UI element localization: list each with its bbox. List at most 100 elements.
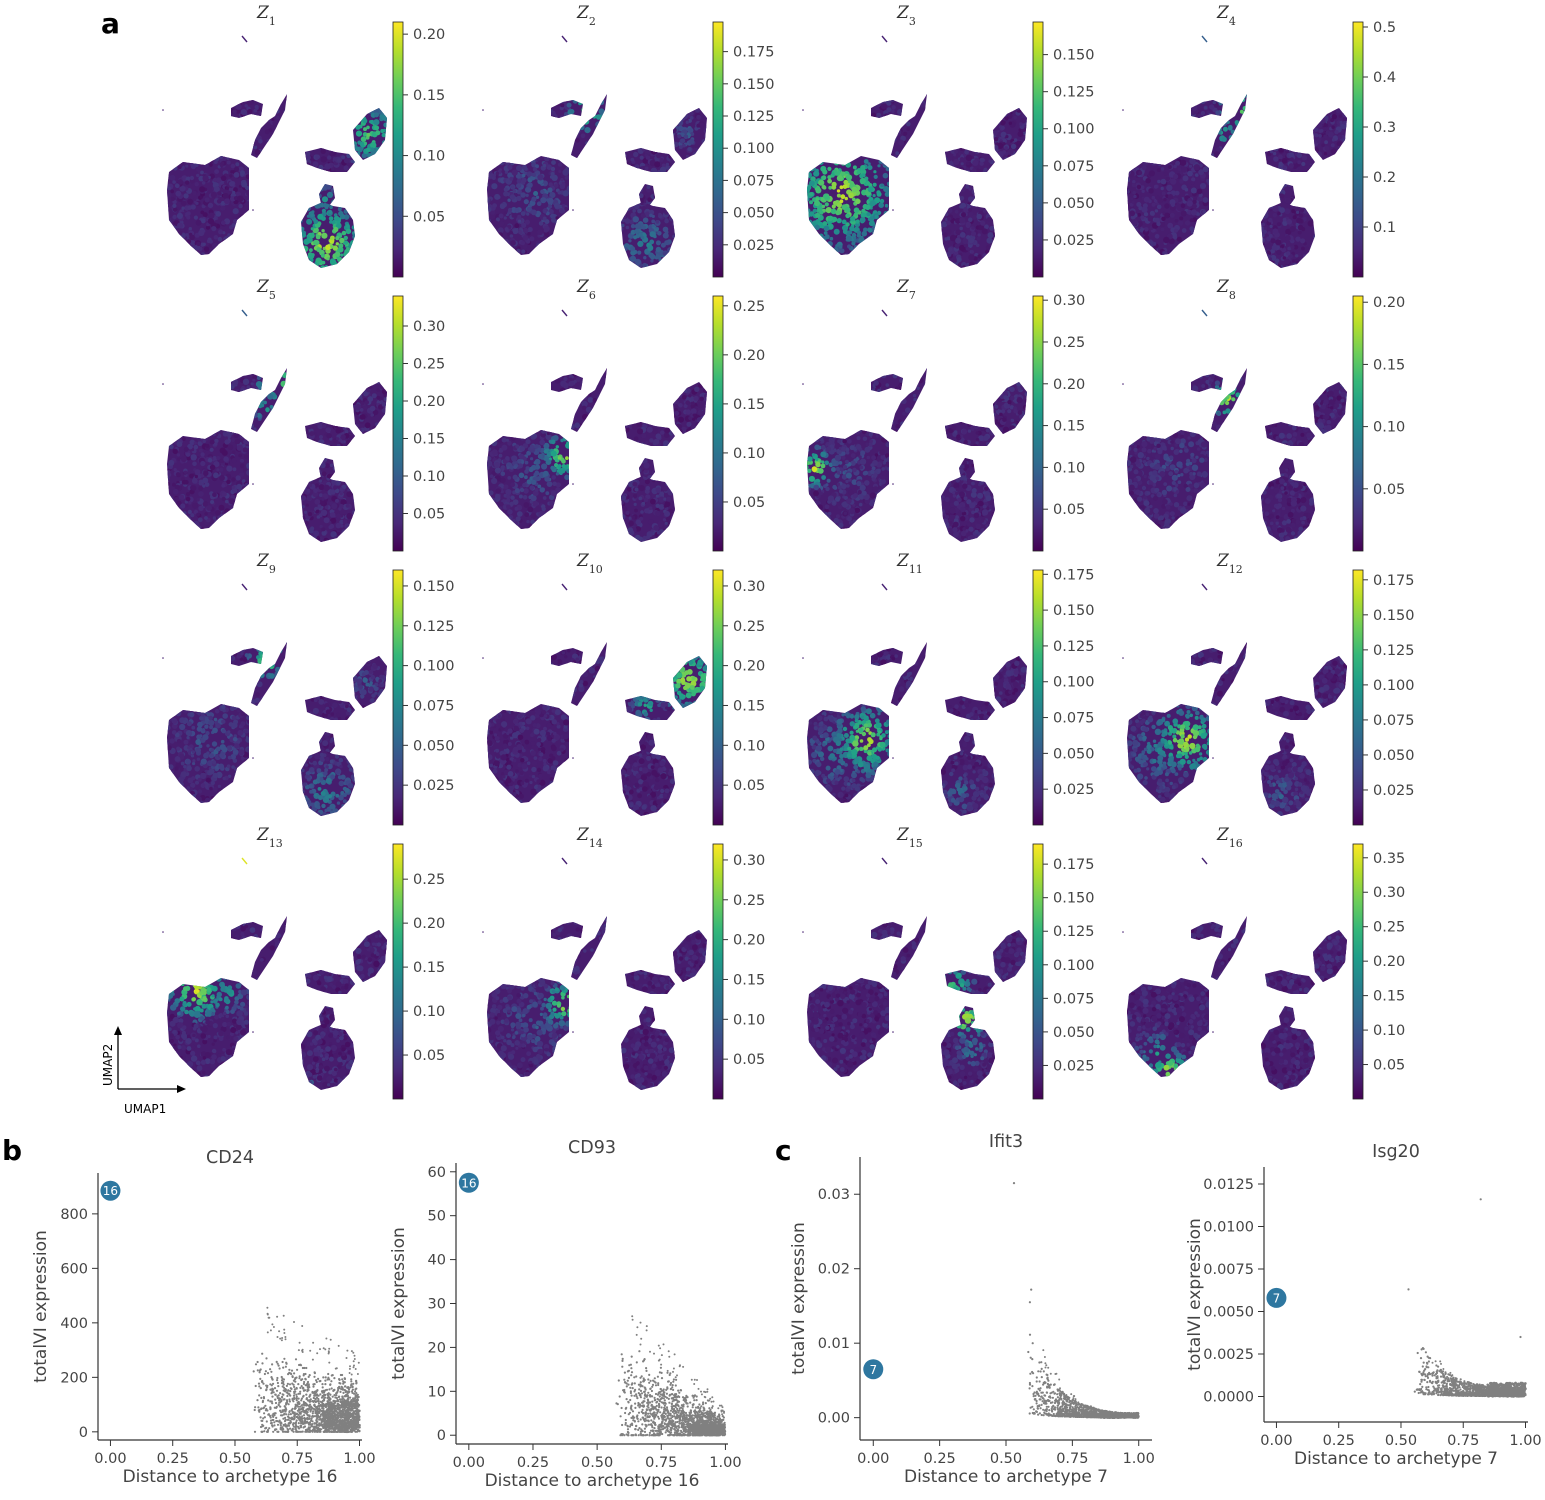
umap-cell-point <box>1289 226 1296 232</box>
umap-cell-point <box>347 169 353 172</box>
umap-cell-point <box>1270 165 1275 171</box>
umap-cell-point <box>673 267 675 268</box>
umap-cell-point <box>1261 218 1264 224</box>
umap-cell-point <box>1136 202 1142 207</box>
umap-cell-point <box>621 202 623 209</box>
umap-cell-point <box>562 169 569 176</box>
umap-cell-point <box>1228 134 1235 141</box>
umap-cell-point <box>516 165 523 172</box>
umap-cell-point <box>561 230 566 235</box>
umap-cell-point <box>195 219 202 226</box>
umap-cell-point <box>167 229 171 234</box>
umap-cell-point <box>301 487 305 493</box>
umap-cell-point <box>206 239 211 243</box>
umap-cell-point <box>353 384 356 391</box>
colorbar-tick-label: 0.05 <box>413 209 445 225</box>
umap-cell-point <box>199 250 203 254</box>
umap-cell-point <box>883 186 889 193</box>
umap-cell-point <box>311 438 317 445</box>
umap-cell-point <box>1312 203 1315 209</box>
umap-cell-point <box>218 156 224 160</box>
umap-cell-point <box>204 516 208 520</box>
umap-cell-point <box>624 218 631 224</box>
umap-cell-point <box>861 230 868 237</box>
umap-cell-point <box>354 532 355 537</box>
umap-cell-point <box>251 368 253 370</box>
umap-cell-point <box>316 169 322 172</box>
umap-cell-point <box>925 154 927 158</box>
umap-cell-point <box>259 368 265 374</box>
umap-cell-point <box>1182 175 1189 182</box>
umap-cell-point <box>705 126 707 130</box>
umap-cell-point <box>495 238 501 245</box>
umap-cell-point <box>888 237 889 241</box>
umap-cell-point <box>892 114 897 118</box>
umap-cell-point <box>240 433 245 438</box>
umap-cell-point <box>216 177 222 183</box>
umap-cell-point <box>512 424 517 429</box>
umap-cell-point <box>1314 256 1315 261</box>
umap-cell-point <box>339 492 343 496</box>
umap-cell-point <box>630 167 636 172</box>
umap-cell-point <box>887 151 891 155</box>
umap-cell-point <box>354 499 355 504</box>
umap-cell-point <box>1127 187 1128 192</box>
umap-cell-point <box>265 109 271 115</box>
umap-cell-point <box>537 151 540 154</box>
umap-cell-point <box>312 267 317 268</box>
umap-cell-point <box>1215 110 1221 116</box>
umap-cell-point <box>283 395 287 401</box>
umap-cell-point <box>1327 153 1332 158</box>
umap-cell-point <box>183 523 189 529</box>
umap-cell-point <box>209 252 214 255</box>
umap-cell-point <box>227 444 234 451</box>
umap-cell-point <box>361 382 368 389</box>
umap-cell-point <box>274 108 280 114</box>
umap-cell-point <box>1293 148 1300 154</box>
umap-cell-point <box>266 368 272 371</box>
umap-cell-point <box>633 235 638 240</box>
umap-cell-point <box>807 249 813 255</box>
umap-cell-point <box>233 525 239 529</box>
umap-cell-point <box>584 127 591 134</box>
umap-cell-point <box>331 148 338 152</box>
umap-cell-point <box>865 156 873 157</box>
umap-cell-point <box>1141 165 1147 171</box>
umap-cell-point <box>947 208 953 213</box>
umap-cell-point <box>331 171 337 172</box>
umap-cell-point <box>330 244 334 249</box>
umap-cell-point <box>167 470 171 474</box>
umap-cell-point <box>814 240 819 245</box>
umap-cell-point <box>1142 250 1146 255</box>
umap-cell-point <box>551 103 557 110</box>
umap-cell-point <box>912 102 918 108</box>
umap-cell-point <box>352 170 355 172</box>
umap-cell-point <box>884 203 889 208</box>
umap-cell-point <box>385 400 387 407</box>
umap-cell-point <box>275 429 281 432</box>
umap-cell-point <box>301 254 308 261</box>
umap-cell-point <box>1226 120 1230 125</box>
umap-cell-point <box>1127 213 1131 219</box>
umap-cell-point <box>239 157 246 164</box>
umap-cell-point <box>366 125 370 130</box>
umap-cell-point <box>382 108 386 111</box>
umap-cell-point <box>630 263 637 268</box>
umap-cell-point <box>307 476 313 478</box>
umap-cell-point <box>898 139 905 146</box>
umap-cell-point <box>1311 170 1315 172</box>
umap-cell-point <box>919 122 925 128</box>
umap-cell-point <box>1328 108 1334 110</box>
umap-cell-point <box>814 235 820 241</box>
umap-cell-point <box>244 104 248 108</box>
umap-speck <box>482 109 484 111</box>
umap-cell-point <box>1147 216 1153 222</box>
umap-cell-point <box>367 384 373 389</box>
umap-cell-point <box>353 120 357 124</box>
umap-cell-point <box>1275 239 1282 246</box>
umap-cell-point <box>941 213 943 217</box>
umap-cell-point <box>267 375 272 379</box>
umap-cell-point <box>1203 106 1208 110</box>
umap-cell-point <box>1297 224 1304 231</box>
umap-cell-point <box>957 263 961 267</box>
